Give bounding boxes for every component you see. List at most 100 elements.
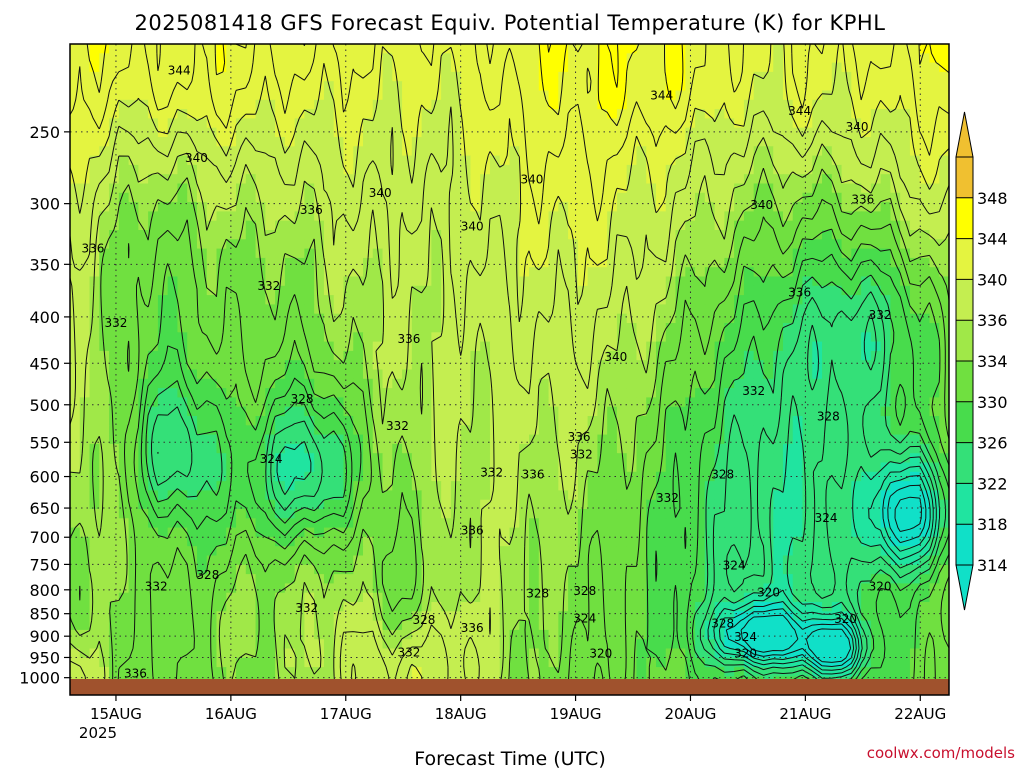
heatmap-cell <box>109 313 120 324</box>
heatmap-cell <box>411 81 423 92</box>
heatmap-cell <box>587 174 598 185</box>
heatmap-cell <box>538 406 550 417</box>
heatmap-cell <box>704 536 716 547</box>
heatmap-cell <box>343 425 354 436</box>
heatmap-cell <box>568 369 579 380</box>
heatmap-cell <box>880 360 891 371</box>
heatmap-cell <box>831 155 843 166</box>
heatmap-cell <box>470 378 481 389</box>
heatmap-cell <box>812 127 823 138</box>
heatmap-cell <box>763 425 774 436</box>
heatmap-cell <box>616 481 628 491</box>
heatmap-cell <box>402 183 413 194</box>
heatmap-cell <box>138 71 149 82</box>
heatmap-cell <box>714 295 725 305</box>
heatmap-cell <box>763 323 774 333</box>
heatmap-cell <box>919 378 931 389</box>
chart-title: 2025081418 GFS Forecast Equiv. Potential… <box>135 11 886 35</box>
heatmap-cell <box>157 183 169 194</box>
heatmap-cell <box>196 174 208 185</box>
heatmap-cell <box>656 481 667 491</box>
heatmap-cell <box>255 62 266 73</box>
heatmap-cell <box>187 453 198 464</box>
heatmap-cell <box>372 155 384 166</box>
heatmap-cell <box>353 295 364 305</box>
heatmap-cell <box>167 109 179 119</box>
heatmap-cell <box>109 220 120 231</box>
heatmap-cell <box>695 44 706 54</box>
heatmap-cell <box>792 388 804 398</box>
heatmap-cell <box>118 425 130 436</box>
heatmap-cell <box>656 220 667 231</box>
heatmap-cell <box>157 397 169 408</box>
heatmap-cell <box>831 164 843 175</box>
heatmap-cell <box>236 62 247 73</box>
heatmap-cell <box>558 118 569 129</box>
heatmap-cell <box>363 527 374 538</box>
heatmap-cell <box>275 164 286 175</box>
heatmap-cell <box>724 509 735 519</box>
heatmap-cell <box>538 369 550 380</box>
heatmap-cell <box>392 248 403 259</box>
heatmap-cell <box>568 53 579 64</box>
heatmap-cell <box>196 304 208 315</box>
heatmap-cell <box>275 350 286 361</box>
heatmap-cell <box>509 490 520 501</box>
heatmap-cell <box>314 71 325 82</box>
heatmap-cell <box>831 406 843 417</box>
heatmap-cell <box>392 546 403 557</box>
heatmap-cell <box>402 71 413 82</box>
heatmap-cell <box>148 406 159 417</box>
heatmap-cell <box>597 146 608 157</box>
heatmap-cell <box>148 239 159 250</box>
heatmap-cell <box>714 536 725 547</box>
heatmap-cell <box>245 462 257 473</box>
heatmap-cell <box>656 332 667 343</box>
heatmap-cell <box>782 202 794 212</box>
heatmap-cell <box>372 481 384 491</box>
heatmap-cell <box>196 192 208 203</box>
heatmap-cell <box>792 369 804 380</box>
heatmap-cell <box>411 341 423 352</box>
heatmap-cell <box>939 499 949 510</box>
heatmap-cell <box>118 397 130 408</box>
heatmap-cell <box>870 536 882 547</box>
heatmap-cell <box>109 453 120 464</box>
heatmap-cell <box>411 509 423 519</box>
heatmap-cell <box>177 397 188 408</box>
heatmap-cell <box>441 536 452 547</box>
heatmap-cell <box>616 81 628 92</box>
heatmap-cell <box>265 90 276 101</box>
heatmap-cell <box>900 127 911 138</box>
heatmap-cell <box>402 127 413 138</box>
heatmap-cell <box>353 220 364 231</box>
heatmap-cell <box>743 211 755 222</box>
heatmap-cell <box>489 397 501 408</box>
heatmap-cell <box>714 425 725 436</box>
heatmap-cell <box>109 378 120 389</box>
heatmap-cell <box>656 518 667 529</box>
heatmap-cell <box>284 443 296 454</box>
heatmap-cell <box>743 481 755 491</box>
heatmap-cell <box>782 220 794 231</box>
heatmap-cell <box>880 155 891 166</box>
heatmap-cell <box>822 304 833 315</box>
heatmap-cell <box>138 555 149 566</box>
heatmap-cell <box>929 239 940 250</box>
heatmap-cell <box>616 183 628 194</box>
heatmap-cell <box>402 267 413 278</box>
heatmap-cell <box>206 62 218 73</box>
heatmap-cell <box>441 109 452 119</box>
heatmap-cell <box>118 146 130 157</box>
heatmap-cell <box>382 499 393 510</box>
heatmap-cell <box>411 118 423 129</box>
heatmap-cell <box>363 369 374 380</box>
heatmap-cell <box>157 239 169 250</box>
heatmap-cell <box>646 192 657 203</box>
heatmap-cell <box>519 416 530 426</box>
heatmap-cell <box>99 453 110 464</box>
heatmap-cell <box>411 71 423 82</box>
heatmap-cell <box>831 360 843 371</box>
heatmap-cell <box>939 518 949 529</box>
heatmap-cell <box>646 62 657 73</box>
